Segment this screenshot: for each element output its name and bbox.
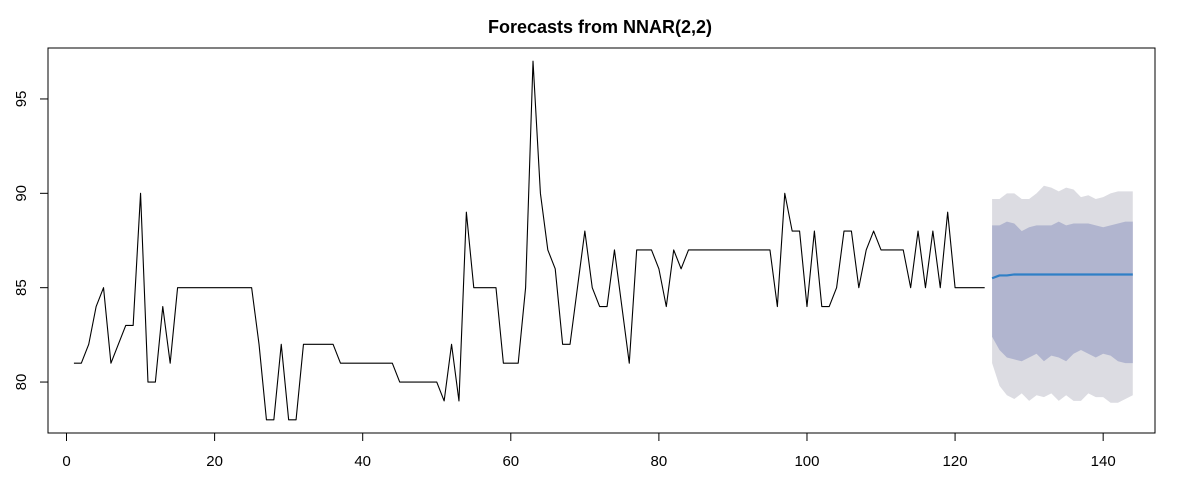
interval-band-80 — [992, 221, 1133, 364]
series-lines — [73, 60, 1133, 421]
prediction-interval-bands — [992, 185, 1133, 403]
plot-frame — [47, 47, 1156, 434]
forecast-line — [991, 273, 1133, 280]
y-tick-label: 95 — [13, 91, 30, 108]
x-tick-label: 100 — [794, 453, 819, 470]
x-tick-label: 60 — [502, 453, 519, 470]
x-tick-label: 80 — [651, 453, 668, 470]
x-axis: 0 20 40 60 80 100 120 140 — [62, 432, 1116, 470]
x-tick-label: 20 — [206, 453, 223, 470]
y-tick-label: 80 — [13, 374, 30, 391]
x-tick-label: 0 — [62, 453, 70, 470]
chart-title: Forecasts from NNAR(2,2) — [488, 17, 712, 37]
x-tick-label: 140 — [1091, 453, 1116, 470]
observed-line — [73, 60, 985, 421]
y-axis: 80 85 90 95 — [13, 91, 49, 391]
x-tick-label: 40 — [354, 453, 371, 470]
x-tick-label: 120 — [943, 453, 968, 470]
y-tick-label: 85 — [13, 279, 30, 296]
y-tick-label: 90 — [13, 185, 30, 202]
